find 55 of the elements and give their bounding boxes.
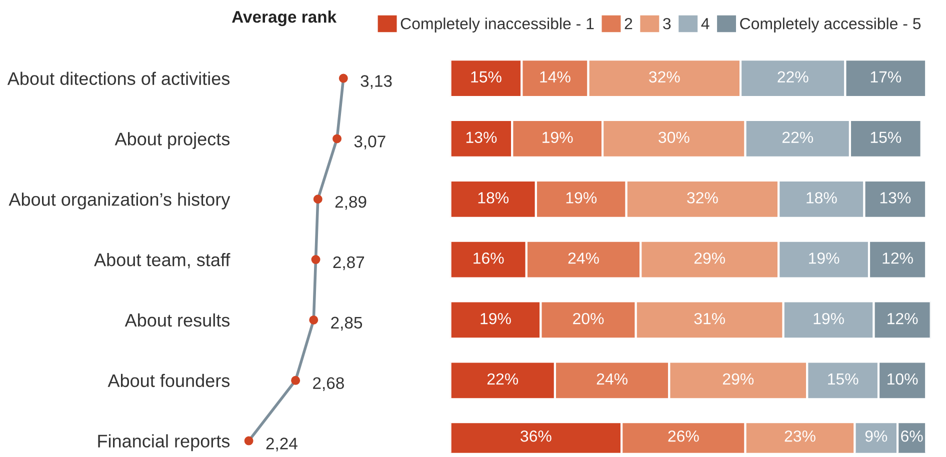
data-label: 2,68: [313, 377, 344, 391]
data-label: 22%: [487, 373, 518, 385]
data-label: 2,85: [331, 316, 362, 331]
data-label: 29%: [722, 373, 754, 385]
y-tick-label: About founders: [108, 374, 230, 388]
data-label: 2,87: [333, 256, 364, 270]
data-label: 15%: [870, 132, 902, 143]
y-tick-label: About ditections of activities: [7, 72, 230, 86]
data-label: 12%: [882, 252, 913, 264]
legend-label: 2: [624, 18, 632, 30]
data-label: 24%: [596, 373, 628, 385]
data-label: 2,89: [335, 196, 366, 210]
data-label: 32%: [687, 192, 718, 204]
data-label: 18%: [806, 192, 837, 204]
y-tick-label: About team, staff: [94, 253, 230, 268]
data-label: 32%: [649, 71, 680, 83]
data-label: 31%: [694, 312, 726, 324]
data-label: 23%: [784, 430, 816, 442]
data-label: 22%: [782, 132, 814, 143]
data-label: 3,13: [360, 75, 392, 89]
data-label: 15%: [828, 373, 858, 385]
data-label: 19%: [480, 312, 511, 324]
data-label: 18%: [478, 192, 509, 204]
y-tick-label: Financial reports: [98, 434, 230, 452]
legend-label: 3: [663, 18, 671, 30]
data-label: 19%: [566, 192, 597, 204]
chart-title: Average rank: [232, 10, 337, 26]
data-label: 13%: [880, 192, 911, 204]
data-label: 6%: [901, 430, 923, 442]
data-label: 20%: [573, 312, 604, 324]
y-tick-label: About projects: [114, 132, 230, 149]
data-label: 16%: [474, 252, 504, 264]
y-tick-label: About results: [124, 313, 230, 327]
data-label: 10%: [888, 373, 918, 385]
data-label: 14%: [540, 71, 570, 83]
data-label: 19%: [809, 252, 840, 264]
data-label: 29%: [694, 252, 726, 264]
data-label: 3,07: [354, 136, 386, 150]
data-label: 19%: [814, 312, 844, 324]
data-label: 9%: [865, 430, 888, 442]
data-label: 22%: [778, 71, 808, 83]
data-label: 19%: [542, 132, 573, 143]
data-label: 24%: [568, 252, 599, 264]
legend-label: 4: [701, 18, 710, 30]
legend-label: Completely accessible - 5: [740, 18, 921, 32]
data-label: 13%: [466, 132, 497, 143]
data-label: 12%: [888, 312, 918, 324]
data-label: 26%: [668, 430, 699, 442]
data-label: 30%: [658, 132, 690, 143]
data-label: 2,24: [266, 438, 298, 452]
data-label: 17%: [870, 71, 902, 83]
y-tick-label: About organization’s history: [8, 192, 230, 210]
data-label: 36%: [520, 430, 552, 442]
legend-label: Completely inaccessible - 1: [400, 18, 594, 32]
data-label: 15%: [471, 71, 502, 83]
